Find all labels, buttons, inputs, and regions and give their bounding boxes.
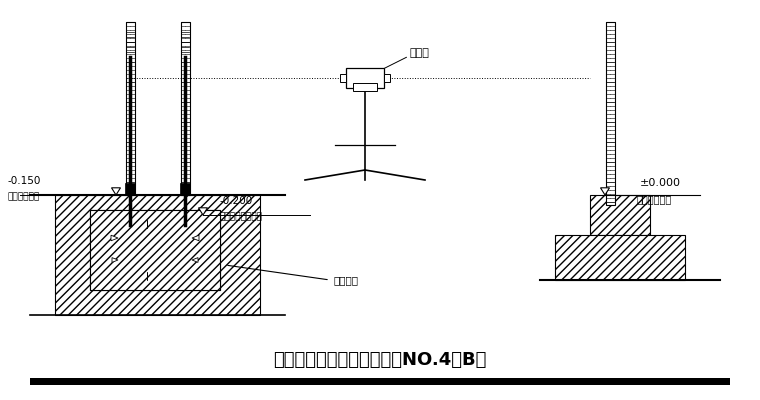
Polygon shape xyxy=(192,235,199,241)
Text: ±0.000: ±0.000 xyxy=(640,178,681,188)
Text: -0.200: -0.200 xyxy=(220,196,253,206)
Text: 钢柱柱底标高引测示意图（NO.4－B）: 钢柱柱底标高引测示意图（NO.4－B） xyxy=(274,351,486,369)
Polygon shape xyxy=(600,188,610,195)
Text: 钢筋砼柱: 钢筋砼柱 xyxy=(333,275,358,285)
Text: 水准仪: 水准仪 xyxy=(410,48,430,58)
Bar xyxy=(346,68,384,88)
Bar xyxy=(181,22,189,195)
Polygon shape xyxy=(112,188,121,195)
Bar xyxy=(606,22,615,205)
Bar xyxy=(555,235,685,280)
Bar xyxy=(125,22,135,195)
Bar xyxy=(90,210,220,290)
Polygon shape xyxy=(111,235,118,241)
Text: （一次浇筑标高）: （一次浇筑标高） xyxy=(220,212,263,222)
Text: （柱顶标高）: （柱顶标高） xyxy=(8,192,40,202)
Bar xyxy=(590,195,650,235)
Bar xyxy=(353,83,377,91)
Text: （基准标高）: （基准标高） xyxy=(637,194,673,204)
Bar xyxy=(384,74,390,82)
Polygon shape xyxy=(198,208,207,215)
Bar xyxy=(90,210,220,290)
Bar xyxy=(125,183,135,195)
Polygon shape xyxy=(112,258,118,262)
Polygon shape xyxy=(192,258,198,262)
Bar xyxy=(55,195,260,315)
Bar xyxy=(340,74,346,82)
Bar xyxy=(180,183,190,195)
Text: -0.150: -0.150 xyxy=(8,176,41,186)
Bar xyxy=(30,378,730,385)
